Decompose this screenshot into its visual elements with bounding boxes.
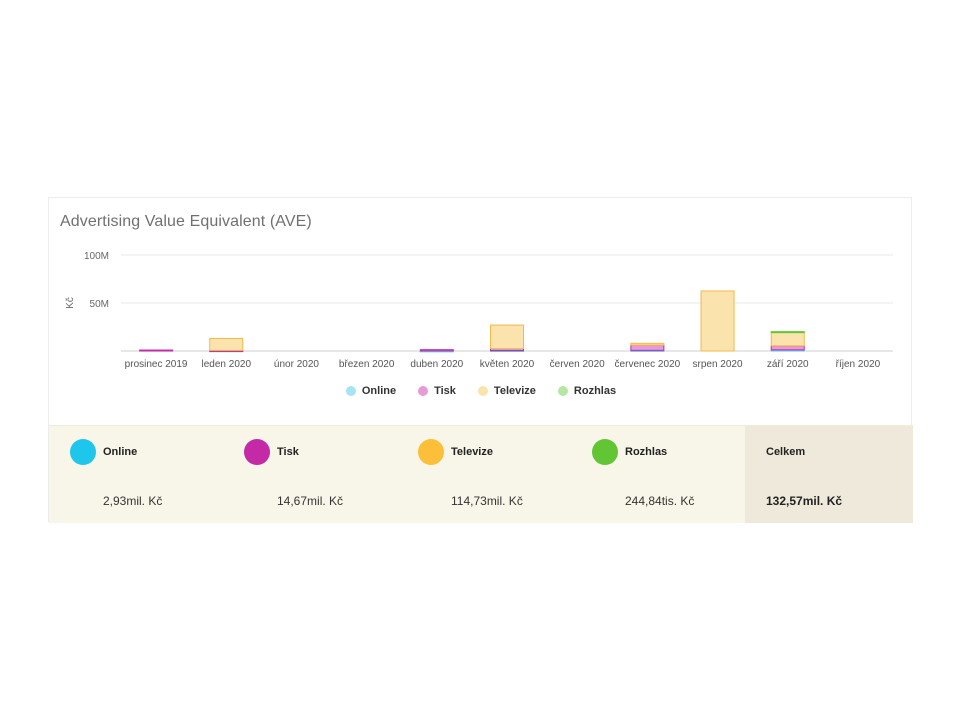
legend-dot-televize — [477, 386, 488, 396]
televize-circle-icon — [418, 439, 444, 465]
summary-tisk: Tisk 14,67mil. Kč — [223, 426, 397, 523]
bar-televize-7 — [630, 342, 665, 346]
x-tick-label-6: červen 2020 — [550, 359, 605, 370]
bar-tisk-0 — [139, 349, 174, 352]
ave-card: Advertising Value Equivalent (AVE) 50M 10… — [48, 197, 913, 523]
legend-dot-tisk — [418, 386, 429, 396]
bar-televize-8 — [700, 290, 735, 352]
chart-legend: Online Tisk Televize Rozhlas — [49, 385, 913, 397]
summary-tisk-value: 14,67mil. Kč — [277, 494, 344, 508]
summary-rozhlas-name: Rozhlas — [625, 446, 668, 458]
summary-televize: Televize 114,73mil. Kč — [397, 426, 571, 523]
summary-televize-value: 114,73mil. Kč — [451, 494, 523, 508]
summary-televize-name: Televize — [451, 446, 493, 458]
summary-bar: Online 2,93mil. Kč Tisk 14,67mil. Kč Tel… — [49, 425, 913, 523]
bar-tisk-7 — [630, 344, 665, 351]
summary-online-value: 2,93mil. Kč — [103, 494, 163, 508]
legend-item-televize[interactable]: Televize — [477, 385, 536, 397]
y-tick-label-1: 100M — [84, 251, 109, 262]
bar-tisk-9 — [770, 345, 805, 351]
summary-rozhlas-value: 244,84tis. Kč — [625, 494, 695, 508]
rozhlas-circle-icon — [592, 439, 618, 465]
x-tick-label-0: prosinec 2019 — [125, 359, 188, 370]
legend-label-televize: Televize — [493, 385, 536, 397]
ave-chart: 50M 100M Kč prosinec 2019 leden 2020 únor 202… — [65, 251, 893, 370]
x-tick-label-2: únor 2020 — [274, 359, 319, 370]
legend-label-rozhlas: Rozhlas — [573, 385, 617, 397]
legend-item-rozhlas[interactable]: Rozhlas — [557, 385, 617, 397]
bar-rozhlas-9 — [770, 331, 805, 334]
x-tick-label-3: březen 2020 — [339, 359, 395, 370]
legend-dot-rozhlas — [557, 386, 568, 396]
bar-televize-9 — [770, 331, 805, 347]
y-axis-label: Kč — [65, 297, 76, 309]
summary-total: Celkem 132,57mil. Kč — [745, 426, 913, 523]
bar-televize-1 — [209, 337, 244, 351]
legend-item-online[interactable]: Online — [345, 385, 397, 397]
legend-dot-online — [345, 386, 356, 396]
summary-online-name: Online — [103, 446, 138, 458]
summary-rozhlas: Rozhlas 244,84tis. Kč — [571, 426, 745, 523]
x-tick-label-4: duben 2020 — [410, 359, 463, 370]
x-tick-label-9: září 2020 — [767, 359, 809, 370]
bar-tisk-4 — [419, 349, 454, 352]
chart-title: Advertising Value Equivalent (AVE) — [60, 213, 312, 230]
summary-tisk-name: Tisk — [277, 446, 299, 458]
x-tick-label-5: květen 2020 — [480, 359, 535, 370]
y-tick-label-0: 50M — [90, 299, 109, 310]
legend-label-tisk: Tisk — [434, 385, 456, 397]
summary-total-value: 132,57mil. Kč — [766, 494, 843, 508]
summary-online: Online 2,93mil. Kč — [49, 426, 223, 523]
bar-televize-5 — [490, 324, 524, 350]
x-tick-label-7: červenec 2020 — [615, 359, 681, 370]
online-circle-icon — [70, 439, 96, 465]
x-tick-label-8: srpen 2020 — [693, 359, 743, 370]
legend-item-tisk[interactable]: Tisk — [418, 385, 456, 397]
legend-label-online: Online — [361, 385, 397, 397]
x-tick-label-10: říjen 2020 — [836, 359, 881, 370]
x-tick-label-1: leden 2020 — [202, 359, 252, 370]
tisk-circle-icon — [244, 439, 270, 465]
summary-total-name: Celkem — [766, 446, 806, 458]
